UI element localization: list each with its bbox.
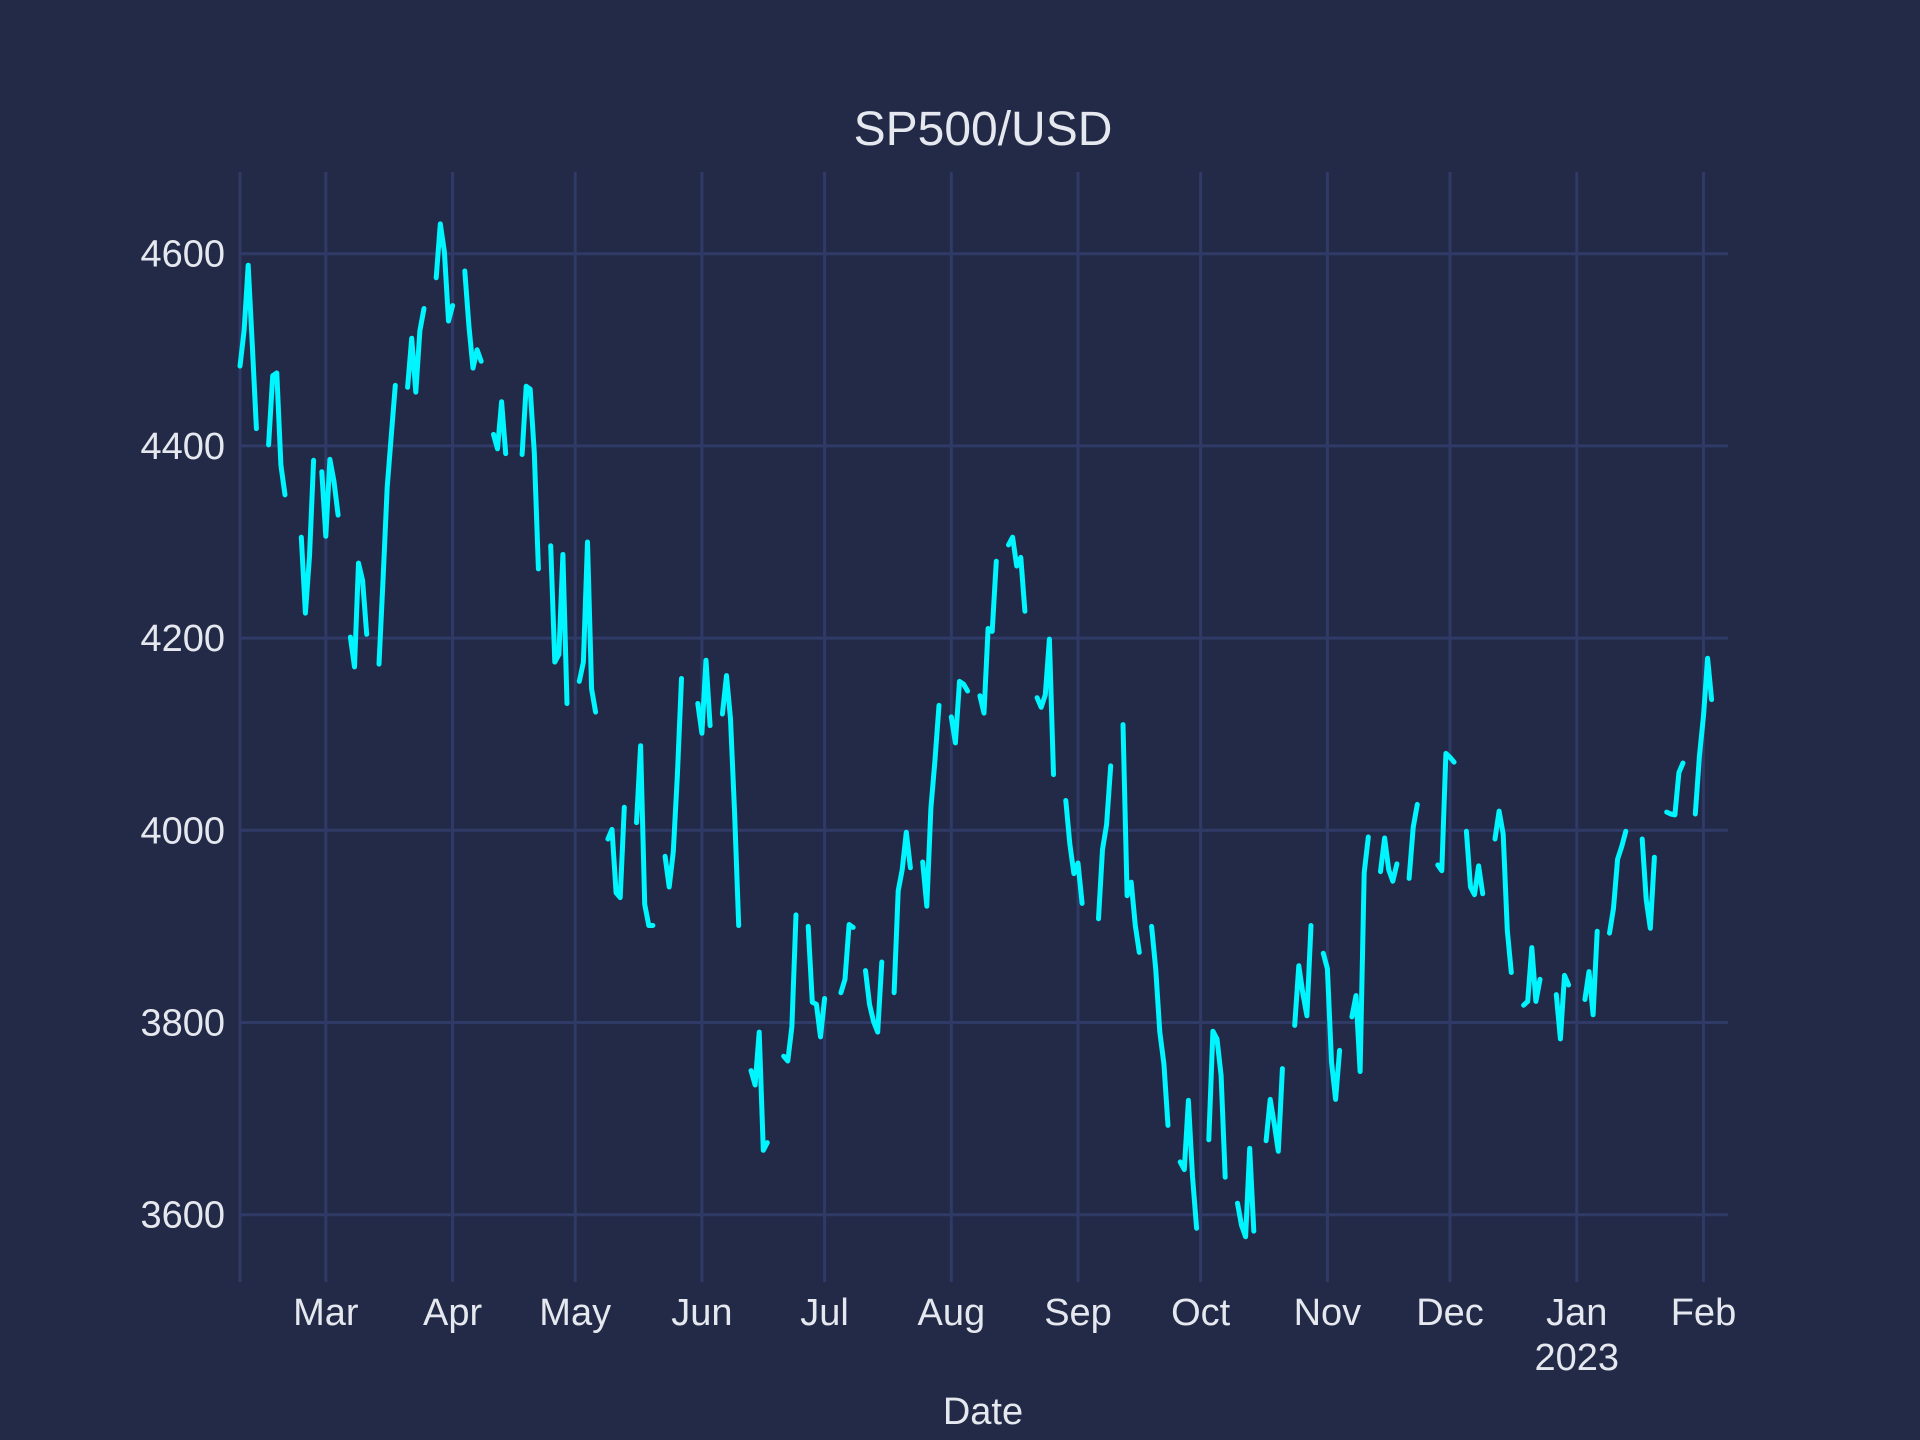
series-line-segment	[298, 457, 317, 616]
series-line-segment	[977, 558, 999, 716]
grid	[238, 172, 1728, 1282]
series-line-segment	[948, 678, 971, 746]
chart-title: SP500/USD	[854, 103, 1113, 156]
series-line-segment	[838, 922, 856, 996]
series-line-segment	[1607, 828, 1629, 936]
series-line-segment	[748, 1029, 770, 1153]
series-line-segment	[1664, 760, 1686, 818]
x-tick-label: Nov	[1294, 1292, 1362, 1334]
y-tick-label: 3800	[140, 1003, 225, 1045]
series-line-segment	[1553, 972, 1572, 1042]
price-series	[237, 221, 1715, 1240]
y-tick-label: 4200	[140, 618, 225, 660]
series-line-segment	[1639, 836, 1657, 931]
series-line-segment	[1692, 655, 1715, 817]
series-line-segment	[1206, 1028, 1228, 1180]
series-line-segment	[1320, 950, 1343, 1102]
series-line-segment	[891, 829, 913, 996]
series-line-segment	[605, 804, 627, 901]
series-line-segment	[920, 702, 942, 909]
series-line-segment	[1292, 923, 1314, 1028]
x-tick-label: Jul	[800, 1292, 849, 1334]
x-tick-label: Jun	[671, 1292, 732, 1334]
series-line-segment	[1349, 834, 1371, 1074]
series-line-segment	[1096, 763, 1114, 922]
x-tick-label: Apr	[423, 1292, 482, 1334]
series-line-segment	[1435, 750, 1457, 874]
series-line-segment	[1177, 1097, 1200, 1231]
series-line-segment	[781, 912, 799, 1064]
series-line-segment	[491, 399, 509, 457]
series-line-segment	[1263, 1066, 1285, 1154]
series-line-segment	[462, 268, 484, 371]
x-tick-label: Feb	[1671, 1292, 1736, 1334]
series-line-segment	[548, 543, 570, 706]
series-line-segment	[1521, 945, 1543, 1008]
x-tick-label: Aug	[917, 1292, 985, 1334]
series-line-segment	[1063, 798, 1085, 906]
series-line-segment	[1463, 828, 1486, 898]
series-line-segment	[1034, 636, 1056, 778]
x-tick-label: Jan	[1546, 1292, 1607, 1334]
series-line-segment	[1492, 808, 1514, 975]
series-line-segment	[405, 306, 427, 395]
series-line-segment	[1149, 923, 1171, 1128]
series-line-segment	[347, 560, 370, 670]
x-tick-sublabel: 2023	[1534, 1337, 1619, 1379]
series-line-segment	[266, 370, 288, 498]
x-tick-label: Mar	[293, 1292, 359, 1334]
x-tick-label: Sep	[1044, 1292, 1112, 1334]
y-tick-label: 4000	[140, 810, 225, 852]
y-tick-label: 4400	[140, 426, 225, 468]
series-line-segment	[376, 382, 398, 667]
series-line-segment	[519, 383, 541, 572]
x-tick-label: Oct	[1171, 1292, 1231, 1334]
series-line-segment	[1120, 722, 1142, 955]
y-tick-label: 3600	[140, 1195, 225, 1237]
series-line-segment	[433, 221, 456, 324]
series-line-segment	[719, 673, 742, 928]
series-line-segment	[237, 262, 259, 432]
series-line-segment	[319, 456, 341, 539]
series-line-segment	[1378, 835, 1400, 884]
y-tick-label: 4600	[140, 234, 225, 276]
series-line-segment	[1582, 928, 1600, 1018]
series-line-segment	[1006, 534, 1028, 614]
series-line-segment	[576, 539, 599, 715]
x-axis-label: Date	[943, 1391, 1023, 1433]
series-line-segment	[1406, 801, 1420, 881]
series-line-segment	[695, 657, 713, 736]
x-tick-label: Dec	[1416, 1292, 1484, 1334]
series-line-segment	[863, 959, 885, 1035]
series-line-segment	[1235, 1145, 1257, 1240]
series-line-segment	[805, 923, 828, 1040]
series-line-segment	[634, 743, 656, 928]
x-tick-label: May	[539, 1292, 611, 1334]
series-line-segment	[662, 676, 684, 890]
